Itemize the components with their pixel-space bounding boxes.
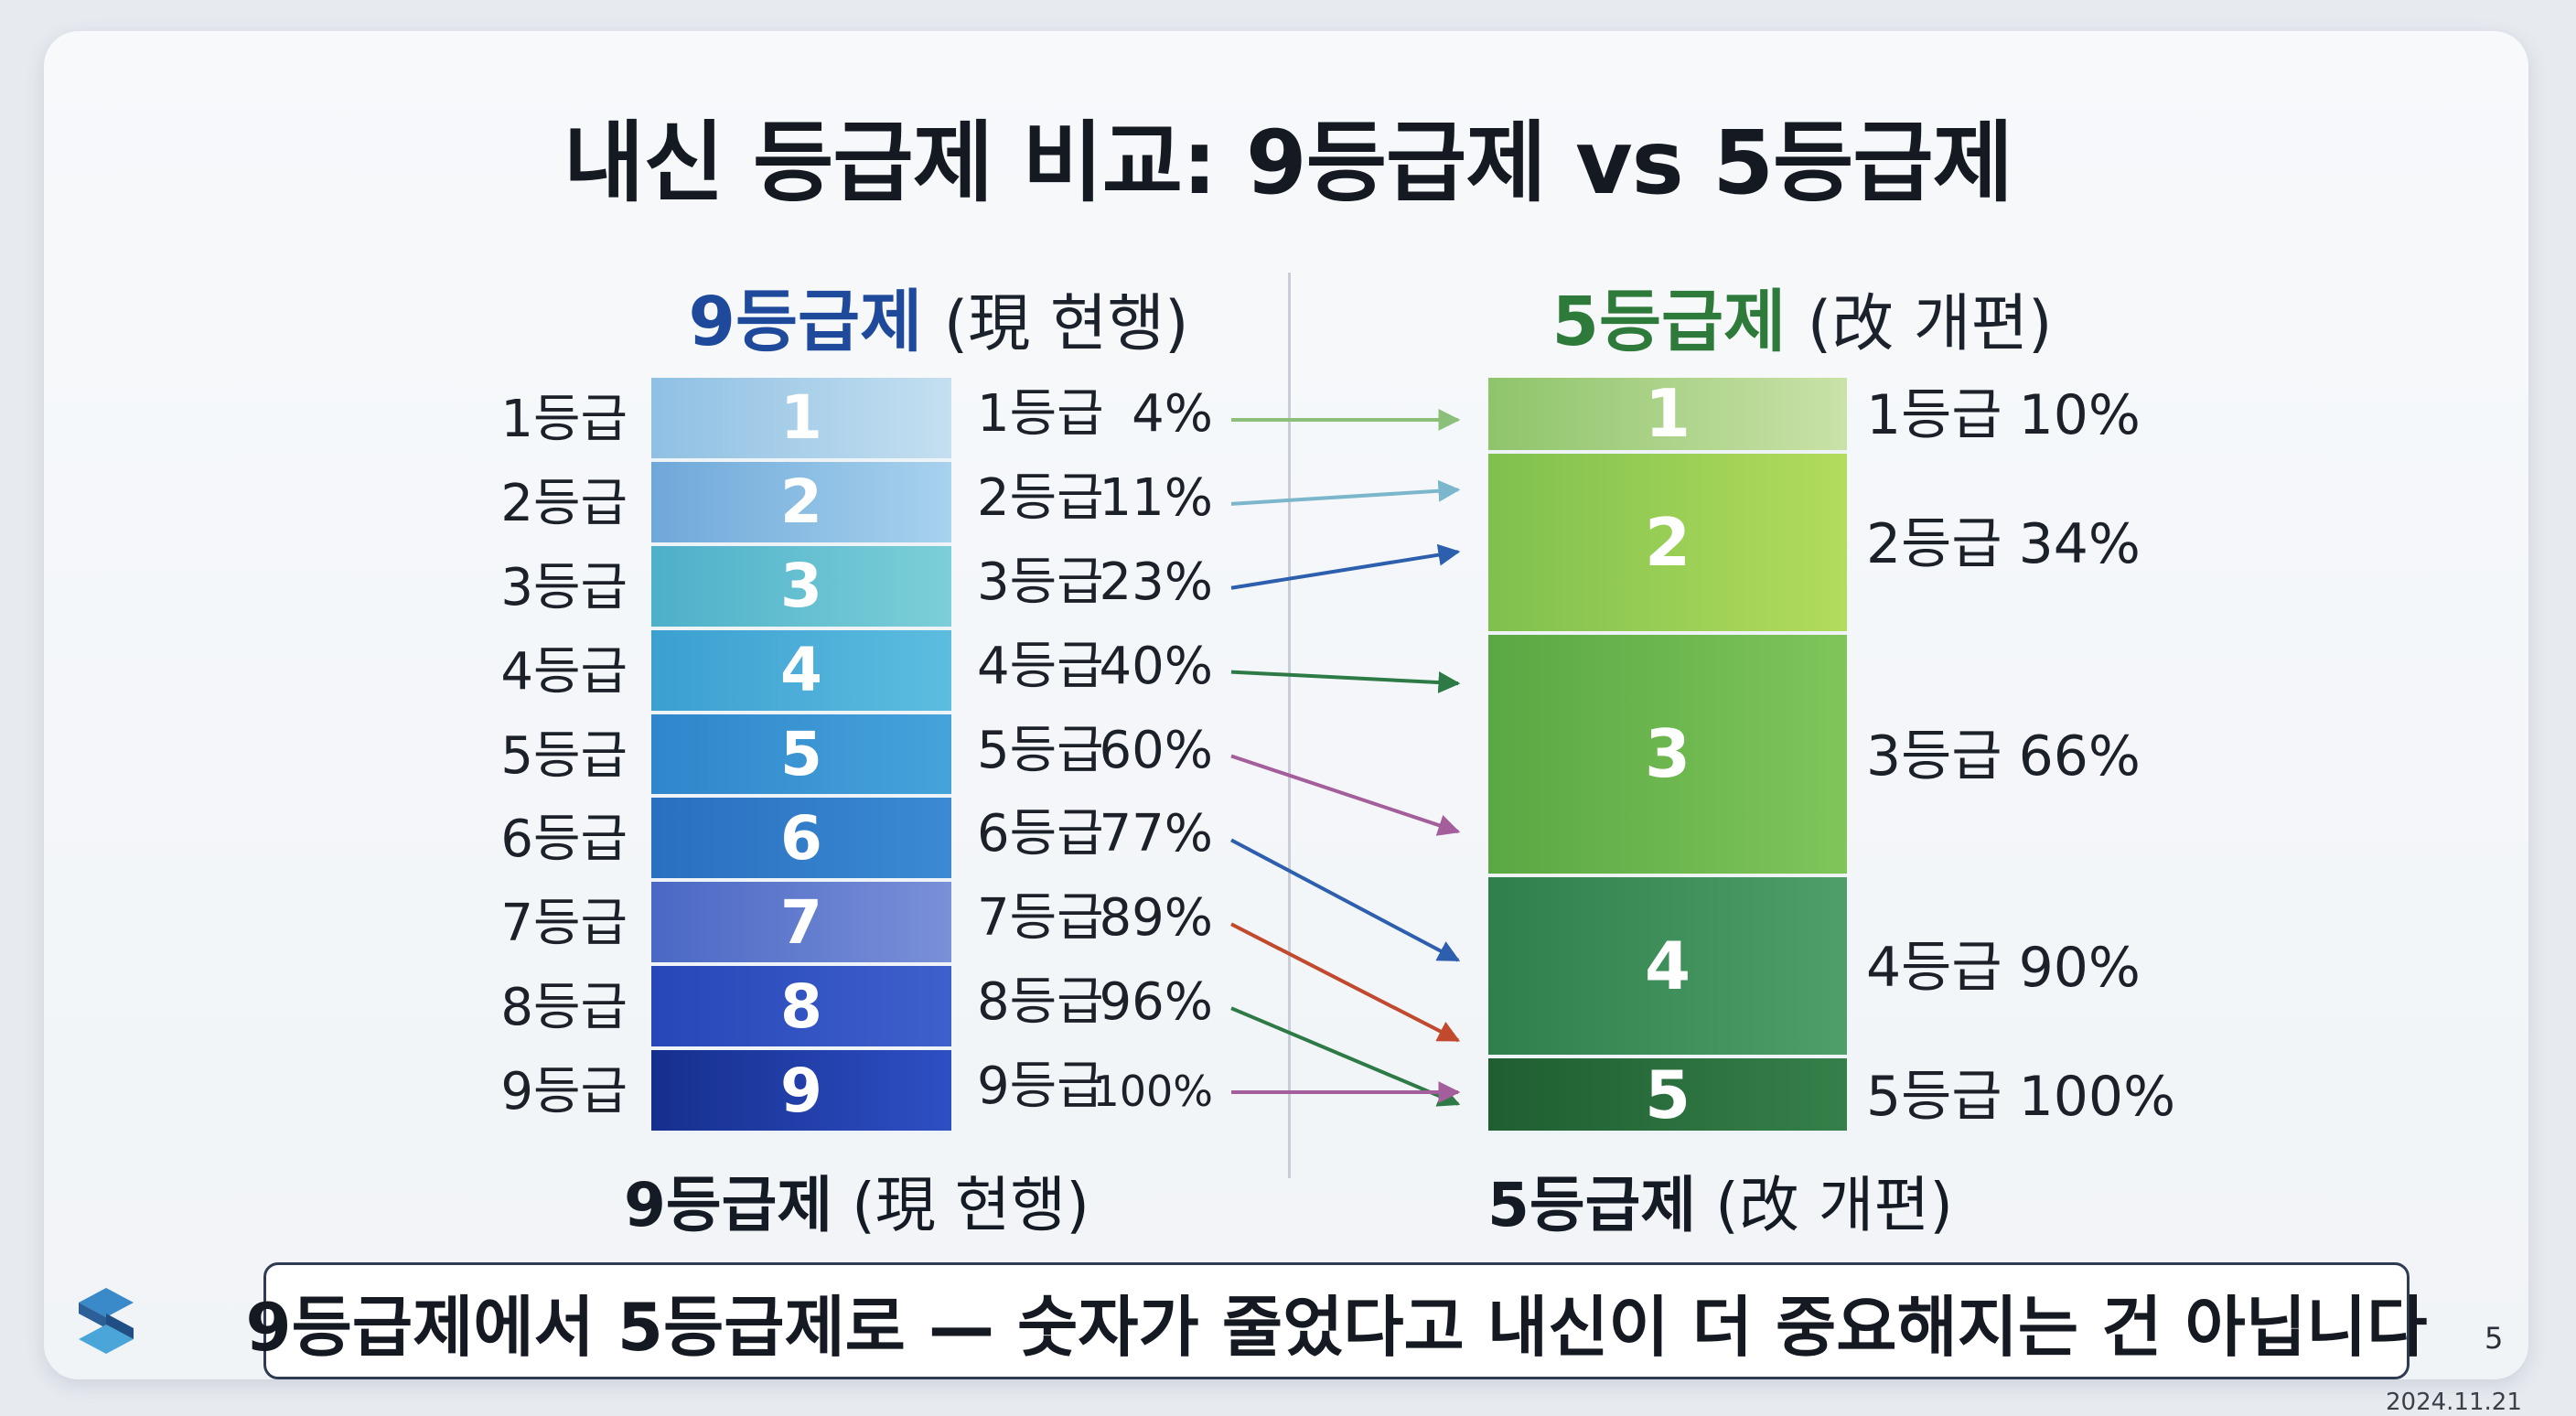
nine-grade-segment: 2 bbox=[651, 461, 951, 546]
page-number: 5 bbox=[2485, 1321, 2504, 1356]
nine-grade-segment: 3 bbox=[651, 545, 951, 630]
nine-grade-segment-number: 2 bbox=[780, 467, 822, 538]
five-grade-cumulative-label: 5등급 100% bbox=[1866, 1069, 2175, 1124]
nine-grade-cumulative-name: 5등급 bbox=[977, 720, 1104, 780]
five-grade-cumulative-name: 4등급 bbox=[1866, 936, 2002, 1001]
nine-grade-segment-number: 7 bbox=[780, 886, 822, 958]
nine-grade-caption-name: 9등급제 bbox=[624, 1170, 833, 1240]
nine-grade-segment-number: 8 bbox=[780, 971, 822, 1042]
nine-grade-row-label: 8등급 bbox=[500, 978, 628, 1038]
five-grade-segment: 4 bbox=[1488, 876, 1847, 1059]
five-grade-segment-number: 1 bbox=[1644, 375, 1691, 453]
five-grade-segment: 2 bbox=[1488, 453, 1847, 636]
five-grade-header: 5등급제 (改 개편) bbox=[1528, 267, 2077, 365]
five-grade-cumulative-label: 2등급 34% bbox=[1866, 517, 2141, 572]
nine-grade-cumulative-percent: 60% bbox=[1099, 720, 1213, 780]
five-grade-cumulative-name: 3등급 bbox=[1866, 724, 2002, 788]
five-grade-cumulative-name: 2등급 bbox=[1866, 511, 2002, 576]
nine-grade-segment: 4 bbox=[651, 629, 951, 714]
nine-grade-row-label: 3등급 bbox=[500, 557, 628, 617]
nine-grade-header-name: 9등급제 bbox=[688, 283, 923, 361]
slide-title: 내신 등급제 비교: 9등급제 vs 5등급제 bbox=[564, 112, 2013, 214]
nine-grade-cumulative-percent: 100% bbox=[1092, 1067, 1213, 1117]
nine-grade-row-label: 4등급 bbox=[500, 641, 628, 702]
nine-grade-row-label: 9등급 bbox=[500, 1062, 628, 1122]
grade-mapping-arrow bbox=[1230, 1006, 1461, 1107]
nine-grade-segment-number: 4 bbox=[780, 635, 822, 706]
five-grade-segment-number: 4 bbox=[1644, 928, 1691, 1005]
five-grade-caption-name: 5등급제 bbox=[1487, 1170, 1697, 1240]
nine-grade-caption: 9등급제 (現 현행) bbox=[624, 1156, 1089, 1244]
nine-grade-cumulative-name: 2등급 bbox=[977, 467, 1104, 528]
five-grade-header-name: 5등급제 bbox=[1551, 283, 1787, 361]
five-grade-segment: 3 bbox=[1488, 635, 1847, 877]
nine-grade-header-note: (現 현행) bbox=[943, 288, 1189, 360]
nine-grade-bar: 1 2 3 4 5 6 7 8 9 bbox=[651, 378, 951, 1134]
five-grade-bar: 1 2 3 4 5 bbox=[1488, 375, 1847, 1134]
nine-grade-cumulative-percent: 77% bbox=[1099, 804, 1213, 864]
five-grade-cumulative-percent: 10% bbox=[2018, 383, 2141, 448]
five-grade-cumulative-name: 1등급 bbox=[1866, 383, 2002, 448]
nine-grade-cumulative-name: 9등급 bbox=[977, 1057, 1104, 1117]
nine-grade-cumulative-percent: 96% bbox=[1099, 972, 1213, 1033]
nine-grade-segment-number: 3 bbox=[780, 551, 822, 622]
nine-grade-row-label: 2등급 bbox=[500, 473, 628, 533]
nine-grade-segment: 6 bbox=[651, 798, 951, 883]
slide-date: 2024.11.21 bbox=[2386, 1389, 2522, 1416]
nine-grade-segment-number: 1 bbox=[780, 382, 822, 454]
nine-grade-cumulative-name: 4등급 bbox=[977, 636, 1104, 696]
five-grade-cumulative-label: 3등급 66% bbox=[1866, 729, 2141, 784]
five-grade-caption-note: (改 개편) bbox=[1715, 1170, 1953, 1240]
grade-mapping-arrow bbox=[1230, 754, 1461, 836]
nine-grade-cumulative-name: 8등급 bbox=[977, 972, 1104, 1033]
five-grade-segment: 1 bbox=[1488, 375, 1847, 454]
nine-grade-segment: 5 bbox=[651, 713, 951, 799]
grade-mapping-arrow bbox=[1230, 838, 1461, 962]
nine-grade-cumulative-name: 1등급 bbox=[977, 383, 1104, 444]
nine-grade-segment: 8 bbox=[651, 966, 951, 1051]
nine-grade-caption-note: (現 현행) bbox=[852, 1170, 1089, 1240]
five-grade-cumulative-label: 4등급 90% bbox=[1866, 940, 2141, 995]
five-grade-segment-number: 3 bbox=[1644, 715, 1691, 793]
nine-grade-cumulative-percent: 4% bbox=[1132, 383, 1213, 444]
slide-card bbox=[44, 31, 2528, 1379]
nine-grade-cumulative-percent: 11% bbox=[1099, 467, 1213, 528]
five-grade-cumulative-name: 5등급 bbox=[1866, 1064, 2002, 1129]
five-grade-cumulative-label: 1등급 10% bbox=[1866, 388, 2141, 443]
nine-grade-segment-number: 9 bbox=[780, 1055, 822, 1126]
nine-grade-segment: 9 bbox=[651, 1050, 951, 1134]
nine-grade-row-label: 1등급 bbox=[500, 389, 628, 449]
nine-grade-cumulative-percent: 89% bbox=[1099, 888, 1213, 949]
five-grade-segment: 5 bbox=[1488, 1056, 1847, 1134]
summary-banner: 9등급제에서 5등급제로 — 숫자가 줄었다고 내신이 더 중요해지는 건 아닙… bbox=[246, 1262, 2428, 1379]
nine-grade-segment-number: 6 bbox=[780, 802, 822, 874]
nine-grade-segment-number: 5 bbox=[780, 718, 822, 789]
five-grade-header-note: (改 개편) bbox=[1807, 288, 2053, 360]
nine-grade-header: 9등급제 (現 현행) bbox=[664, 267, 1213, 365]
nine-grade-row-label: 6등급 bbox=[500, 810, 628, 870]
five-grade-cumulative-percent: 34% bbox=[2018, 511, 2141, 576]
s-logo-icon bbox=[79, 1288, 134, 1354]
nine-grade-cumulative-name: 6등급 bbox=[977, 804, 1104, 864]
nine-grade-cumulative-percent: 40% bbox=[1099, 636, 1213, 696]
nine-grade-cumulative-percent: 23% bbox=[1099, 552, 1213, 612]
five-grade-segment-number: 5 bbox=[1644, 1056, 1691, 1133]
nine-grade-cumulative-name: 3등급 bbox=[977, 552, 1104, 612]
grade-mapping-arrow bbox=[1230, 543, 1461, 590]
nine-grade-row-label: 7등급 bbox=[500, 894, 628, 954]
grade-mapping-arrow bbox=[1230, 479, 1461, 506]
five-grade-cumulative-percent: 100% bbox=[2018, 1064, 2176, 1129]
five-grade-cumulative-percent: 90% bbox=[2018, 936, 2141, 1001]
five-grade-segment-number: 2 bbox=[1644, 503, 1691, 581]
grade-mapping-arrow bbox=[1230, 922, 1461, 1043]
nine-grade-cumulative-name: 7등급 bbox=[977, 888, 1104, 949]
column-divider bbox=[1288, 273, 1291, 1178]
five-grade-caption: 5등급제 (改 개편) bbox=[1487, 1156, 1953, 1244]
nine-grade-segment: 7 bbox=[651, 882, 951, 967]
grade-mapping-arrow bbox=[1230, 670, 1461, 694]
nine-grade-row-label: 5등급 bbox=[500, 725, 628, 786]
nine-grade-segment: 1 bbox=[651, 378, 951, 462]
five-grade-cumulative-percent: 66% bbox=[2018, 724, 2141, 788]
